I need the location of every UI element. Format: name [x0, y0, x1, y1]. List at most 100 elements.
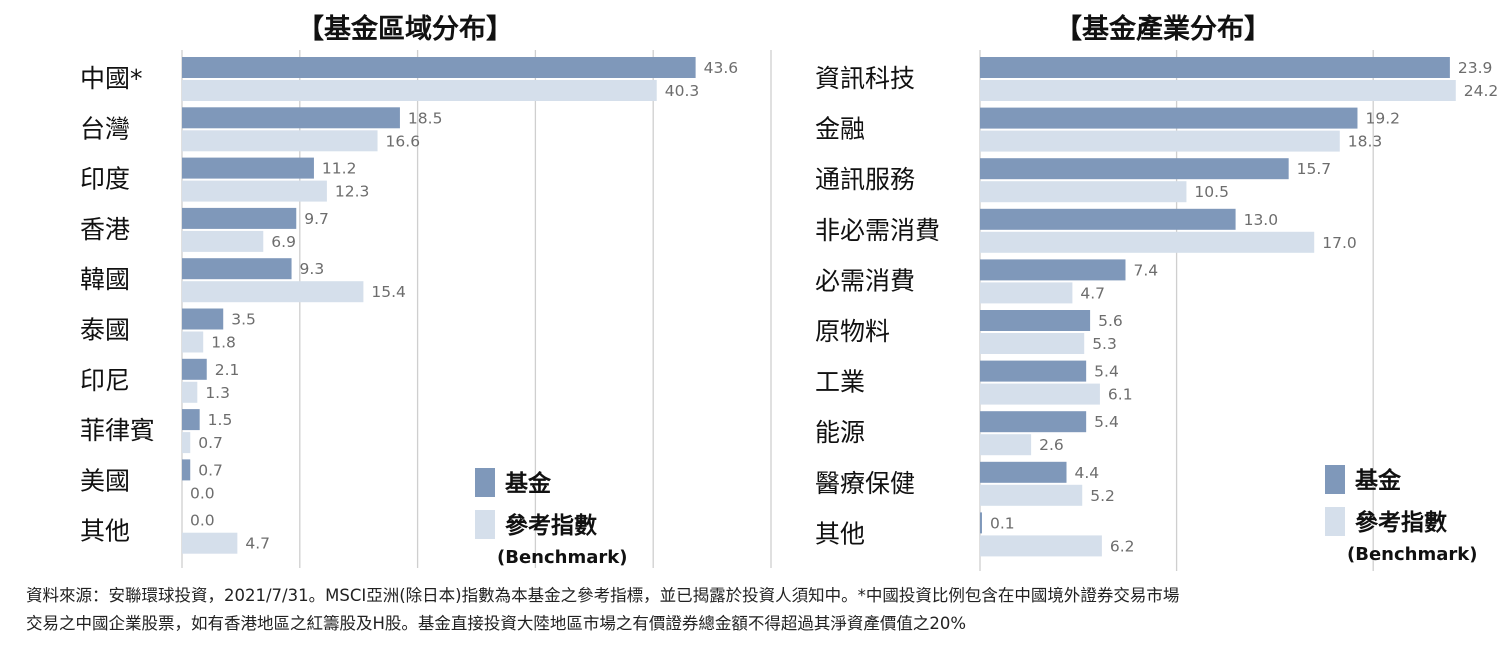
industry-fund-value-label: 5.4 — [1094, 363, 1119, 381]
industry-benchmark-value-label: 10.5 — [1194, 183, 1229, 201]
region-category-label: 泰國 — [80, 316, 130, 345]
industry-fund-bar — [980, 360, 1087, 382]
industry-benchmark-bar — [980, 434, 1032, 456]
industry-legend-benchmark-note: (Benchmark) — [1347, 544, 1477, 565]
region-benchmark-bar — [182, 532, 238, 554]
industry-benchmark-bar — [980, 130, 1340, 152]
industry-benchmark-bar — [980, 80, 1456, 101]
industry-benchmark-bar — [980, 333, 1085, 354]
region-fund-value-label: 9.3 — [300, 260, 325, 278]
region-benchmark-bar — [182, 432, 191, 454]
region-legend-swatch-fund — [475, 468, 495, 497]
footnote-line-1: 資料來源：安聯環球投資，2021/7/31。MSCI亞洲(除日本)指數為本基金之… — [26, 586, 1180, 605]
region-benchmark-bar — [182, 230, 264, 252]
region-fund-value-label: 3.5 — [231, 311, 256, 329]
industry-legend-swatch-benchmark — [1325, 507, 1345, 536]
region-category-label: 印度 — [80, 165, 130, 194]
industry-category-label: 工業 — [815, 368, 865, 397]
industry-fund-value-label: 19.2 — [1365, 110, 1400, 128]
industry-fund-value-label: 4.4 — [1075, 464, 1100, 482]
industry-benchmark-bar — [980, 484, 1083, 506]
industry-benchmark-value-label: 18.3 — [1348, 133, 1383, 151]
region-fund-value-label: 1.5 — [208, 411, 233, 429]
industry-category-label: 必需消費 — [815, 266, 915, 295]
region-fund-bar — [182, 157, 314, 179]
region-legend-swatch-benchmark — [475, 510, 495, 539]
region-benchmark-value-label: 4.7 — [245, 535, 270, 553]
industry-category-label: 金融 — [815, 115, 865, 144]
industry-legend-swatch-fund — [1325, 465, 1345, 494]
region-benchmark-value-label: 16.6 — [386, 132, 421, 150]
industry-category-label: 醫療保健 — [815, 469, 915, 498]
region-benchmark-bar — [182, 281, 364, 303]
region-category-label: 台灣 — [80, 114, 130, 143]
region-fund-value-label: 0.0 — [190, 512, 215, 530]
industry-benchmark-bar — [980, 231, 1315, 253]
region-benchmark-value-label: 0.0 — [190, 484, 215, 502]
region-benchmark-value-label: 1.8 — [211, 334, 236, 352]
industry-fund-bar — [980, 461, 1067, 483]
region-fund-value-label: 18.5 — [408, 109, 443, 127]
region-fund-bar — [182, 409, 200, 431]
region-category-label: 印尼 — [80, 366, 130, 395]
industry-benchmark-value-label: 6.1 — [1108, 386, 1133, 404]
industry-fund-bar — [980, 107, 1358, 129]
industry-benchmark-bar — [980, 282, 1073, 304]
industry-fund-bar — [980, 208, 1236, 230]
region-benchmark-value-label: 1.3 — [205, 384, 230, 402]
region-fund-value-label: 11.2 — [322, 160, 357, 178]
region-fund-bar — [182, 258, 292, 280]
industry-benchmark-bar — [980, 535, 1102, 557]
industry-fund-bar — [980, 411, 1087, 433]
industry-fund-value-label: 13.0 — [1244, 211, 1279, 229]
region-category-label: 其他 — [80, 517, 130, 546]
industry-fund-value-label: 23.9 — [1458, 59, 1493, 77]
region-fund-value-label: 43.6 — [704, 59, 739, 77]
industry-chart-title: 【基金產業分布】 — [1055, 13, 1271, 45]
region-fund-bar — [182, 459, 191, 481]
industry-benchmark-value-label: 5.2 — [1090, 487, 1115, 505]
region-fund-value-label: 9.7 — [304, 210, 329, 228]
industry-fund-bar — [980, 158, 1289, 180]
industry-fund-bar — [980, 57, 1450, 78]
industry-legend-label-benchmark: 參考指數 — [1355, 509, 1447, 536]
region-legend-label-fund: 基金 — [505, 470, 552, 497]
region-benchmark-value-label: 40.3 — [665, 82, 700, 100]
industry-fund-bar — [980, 259, 1126, 281]
region-benchmark-bar — [182, 80, 657, 101]
region-benchmark-bar — [182, 130, 378, 152]
industry-category-label: 能源 — [815, 418, 865, 447]
region-benchmark-bar — [182, 381, 198, 403]
industry-benchmark-value-label: 17.0 — [1322, 234, 1357, 252]
region-benchmark-value-label: 12.3 — [335, 183, 370, 201]
industry-fund-bar — [980, 310, 1091, 331]
region-category-label: 菲律賓 — [80, 416, 155, 445]
region-benchmark-value-label: 15.4 — [371, 283, 406, 301]
industry-fund-value-label: 7.4 — [1133, 261, 1158, 279]
industry-category-label: 資訊科技 — [815, 64, 915, 93]
industry-fund-value-label: 5.6 — [1098, 312, 1123, 330]
region-fund-bar — [182, 107, 400, 129]
industry-benchmark-value-label: 24.2 — [1464, 82, 1499, 100]
industry-benchmark-bar — [980, 383, 1100, 405]
industry-category-label: 其他 — [815, 519, 865, 548]
region-category-label: 韓國 — [80, 265, 130, 294]
region-category-label: 香港 — [80, 215, 130, 244]
industry-benchmark-value-label: 4.7 — [1080, 284, 1105, 302]
region-legend-benchmark-note: (Benchmark) — [497, 547, 627, 568]
region-fund-value-label: 2.1 — [215, 361, 240, 379]
industry-fund-value-label: 5.4 — [1094, 413, 1119, 431]
region-legend-label-benchmark: 參考指數 — [505, 512, 597, 539]
region-benchmark-bar — [182, 180, 327, 202]
industry-benchmark-value-label: 5.3 — [1092, 335, 1117, 353]
industry-benchmark-value-label: 2.6 — [1039, 436, 1064, 454]
industry-benchmark-bar — [980, 181, 1187, 203]
industry-fund-bar — [980, 512, 982, 534]
industry-legend-label-fund: 基金 — [1355, 467, 1402, 494]
region-fund-bar — [182, 358, 207, 380]
industry-benchmark-value-label: 6.2 — [1110, 537, 1135, 555]
industry-fund-value-label: 0.1 — [990, 514, 1015, 532]
region-benchmark-value-label: 6.9 — [271, 233, 296, 251]
region-benchmark-bar — [182, 331, 204, 353]
